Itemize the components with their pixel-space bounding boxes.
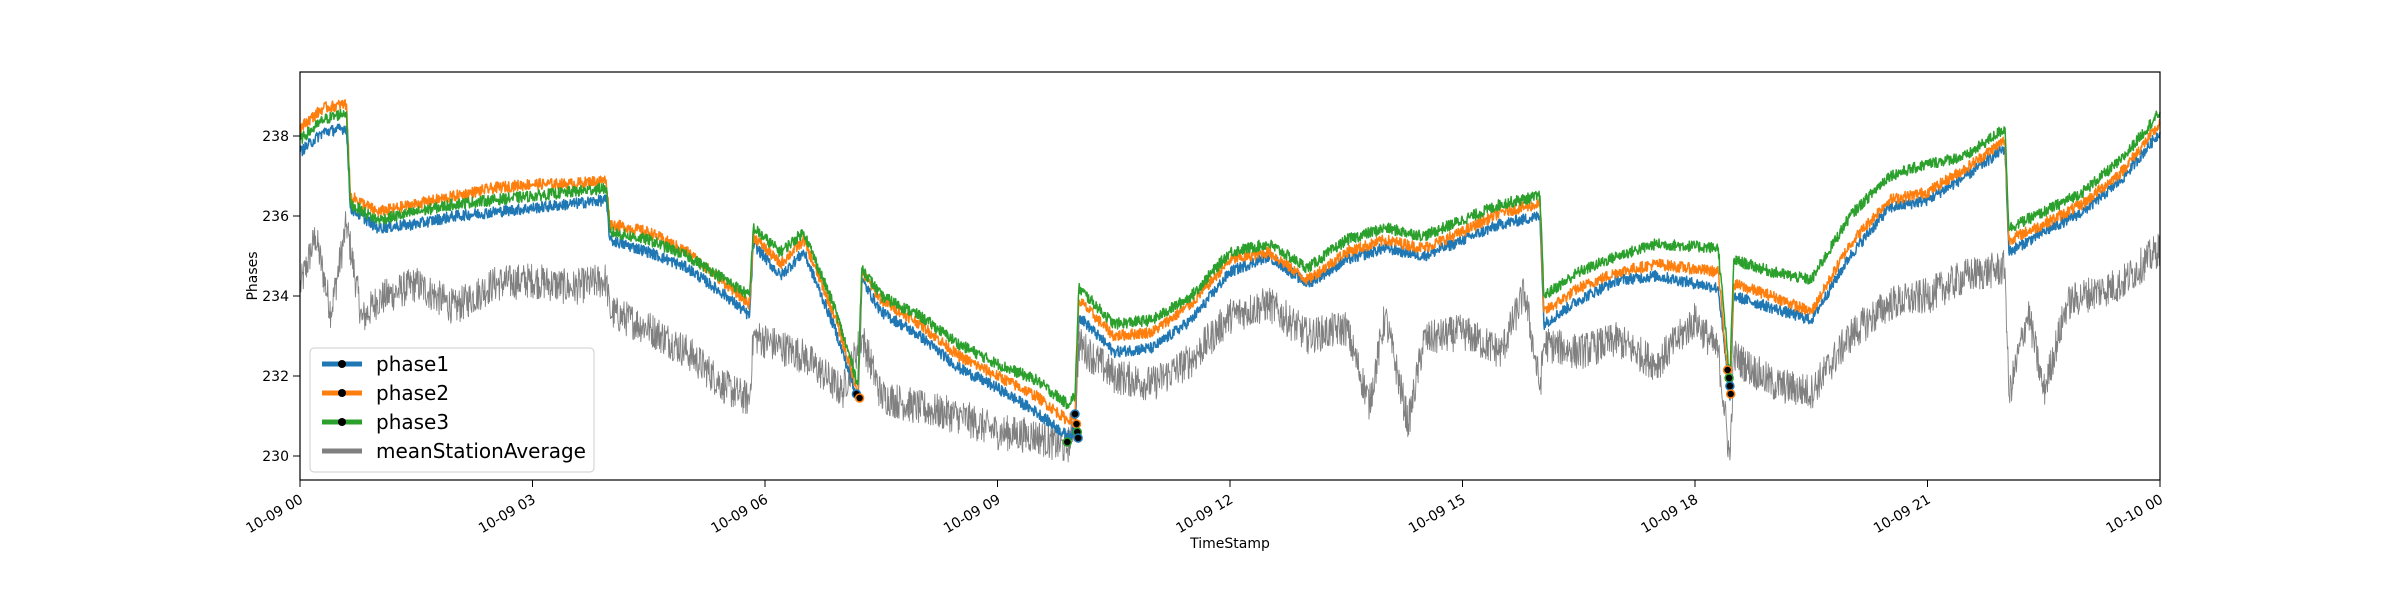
- x-tick-label: 10-09 18: [1638, 492, 1701, 537]
- outlier-marker: [1722, 365, 1733, 375]
- legend-marker-phase2: [338, 389, 346, 397]
- y-tick-label: 238: [262, 129, 289, 145]
- x-axis-label: TimeStamp: [1189, 536, 1270, 552]
- y-axis: 230 232 234 236 238: [262, 129, 300, 465]
- x-axis: 10-09 00 10-09 03 10-09 06 10-09 09 10-09 12…: [243, 480, 2166, 537]
- x-tick-label: 10-09 12: [1173, 492, 1236, 537]
- legend-marker-phase1: [338, 360, 346, 368]
- outlier-marker: [1070, 409, 1080, 419]
- y-tick-label: 230: [262, 449, 289, 465]
- y-tick-label: 234: [262, 289, 289, 305]
- y-tick-label: 232: [262, 369, 289, 385]
- legend-label-phase2: phase2: [376, 381, 449, 405]
- outlier-marker: [1725, 389, 1736, 399]
- series-layer: [299, 99, 2161, 463]
- x-tick-label: 10-09 06: [708, 492, 771, 537]
- series-line-meanStationAverage: [299, 211, 2161, 463]
- y-axis-label: Phases: [245, 251, 261, 300]
- series-line-phase1: [299, 123, 2161, 442]
- legend-marker-phase3: [338, 418, 346, 426]
- legend: phase1 phase2 phase3 meanStationAverage: [309, 347, 595, 473]
- outlier-marker: [1062, 437, 1073, 447]
- outlier-marker: [854, 393, 865, 403]
- x-tick-label: 10-09 09: [941, 492, 1004, 537]
- x-tick-label: 10-09 00: [243, 492, 306, 537]
- outlier-marker: [1725, 381, 1735, 391]
- outlier-marker: [1724, 373, 1734, 383]
- x-tick-label: 10-09 15: [1406, 492, 1469, 537]
- outlier-marker: [1071, 419, 1082, 429]
- marker-layer: [851, 365, 1736, 447]
- legend-label-meanStationAverage: meanStationAverage: [376, 439, 586, 463]
- legend-label-phase1: phase1: [376, 352, 449, 376]
- x-tick-label: 10-10 00: [2103, 492, 2166, 537]
- legend-box: [309, 347, 595, 473]
- x-tick-label: 10-09 03: [476, 492, 539, 537]
- outlier-marker: [1073, 433, 1083, 443]
- legend-label-phase3: phase3: [376, 410, 449, 434]
- series-line-phase3: [299, 109, 2161, 410]
- x-tick-label: 10-09 21: [1871, 492, 1934, 537]
- y-tick-label: 236: [262, 209, 289, 225]
